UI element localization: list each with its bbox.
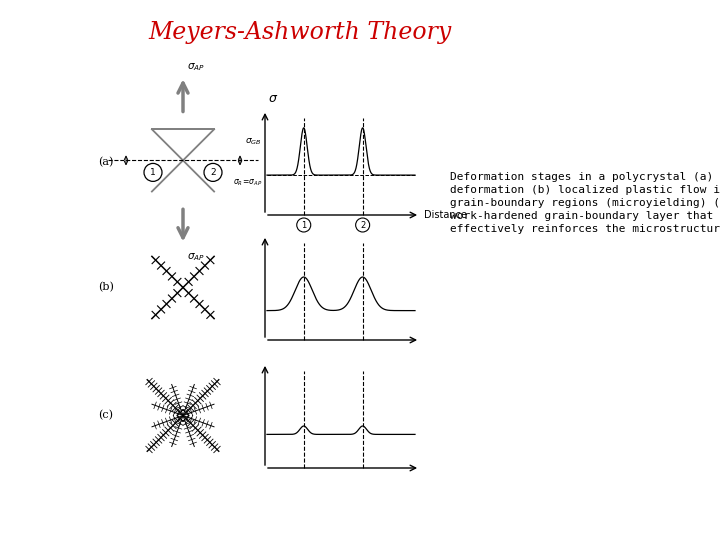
Text: work-hardened grain-boundary layer that: work-hardened grain-boundary layer that	[450, 211, 714, 221]
Text: (c): (c)	[98, 410, 113, 421]
Text: 1: 1	[301, 220, 307, 230]
Text: $\sigma_{AP}$: $\sigma_{AP}$	[187, 62, 205, 73]
Text: Meyers-Ashworth Theory: Meyers-Ashworth Theory	[148, 21, 451, 44]
Text: $\sigma_{GB}$: $\sigma_{GB}$	[246, 137, 262, 147]
Circle shape	[204, 164, 222, 181]
Circle shape	[356, 218, 369, 232]
Text: Distance: Distance	[424, 210, 467, 220]
Text: 1: 1	[150, 168, 156, 177]
Text: 2: 2	[360, 220, 365, 230]
Text: (a): (a)	[98, 157, 113, 167]
Text: $\sigma_R\!=\!\sigma_{AP}$: $\sigma_R\!=\!\sigma_{AP}$	[233, 177, 262, 187]
Circle shape	[144, 164, 162, 181]
Circle shape	[297, 218, 311, 232]
Text: grain-boundary regions (microyielding) (c) a: grain-boundary regions (microyielding) (…	[450, 198, 720, 208]
Text: $\sigma_{AP}$: $\sigma_{AP}$	[187, 252, 205, 263]
Text: 2: 2	[210, 168, 216, 177]
Text: effectively reinforces the microstructure.: effectively reinforces the microstructur…	[450, 224, 720, 234]
Text: $\sigma$: $\sigma$	[268, 92, 278, 105]
Text: deformation (b) localized plastic flow in the: deformation (b) localized plastic flow i…	[450, 185, 720, 195]
Text: Deformation stages in a polycrystal (a) start of: Deformation stages in a polycrystal (a) …	[450, 172, 720, 182]
Text: (b): (b)	[98, 282, 114, 293]
